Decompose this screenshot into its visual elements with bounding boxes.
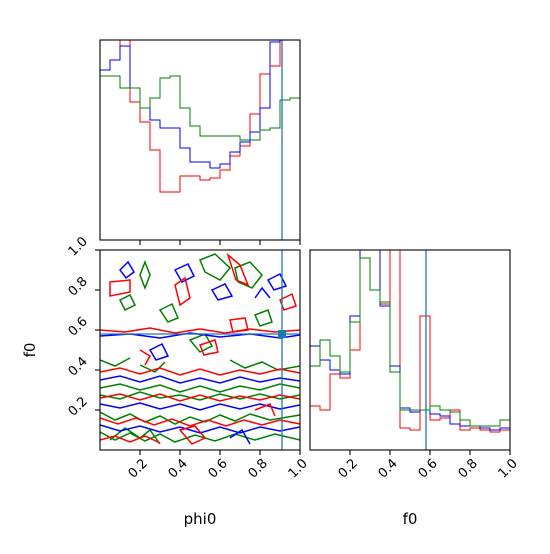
histogram-series-green <box>100 75 300 141</box>
histogram-series-blue <box>310 249 510 431</box>
x-tick-label: 0.8 <box>246 456 271 481</box>
y-tick-label: 0.4 <box>66 354 91 379</box>
f0-histogram-panel: 0.2 0.4 0.6 0.8 1.0 f0 <box>309 249 521 528</box>
phi0-histogram-panel <box>99 39 301 245</box>
x-tick-label: 0.6 <box>416 456 441 481</box>
x-tick-label: 1.0 <box>496 456 521 481</box>
y-axis-label: f0 <box>21 343 39 358</box>
y-tick-label: 0.2 <box>66 394 91 419</box>
f0-x-ticks: 0.2 0.4 0.6 0.8 1.0 <box>336 450 521 481</box>
y-tick-label: 1.0 <box>66 234 91 259</box>
joint-contour-frame <box>99 249 301 451</box>
f0-histogram-frame <box>309 249 511 451</box>
x-tick-label: 0.2 <box>336 456 361 481</box>
contour-series-red <box>100 252 300 445</box>
histogram-series-blue <box>100 39 300 169</box>
x-axis-label: phi0 <box>184 510 217 528</box>
x-tick-label: 0.8 <box>456 456 481 481</box>
x-tick-label: 0.6 <box>206 456 231 481</box>
phi0-histogram-ticks <box>139 240 301 245</box>
joint-y-ticks: 0.2 0.4 0.6 0.8 1.0 <box>66 234 100 419</box>
y-tick-label: 0.6 <box>66 314 91 339</box>
histogram-series-red <box>310 249 510 433</box>
phi0-histogram-frame <box>99 39 301 241</box>
phi0-histogram-series <box>100 39 300 193</box>
histogram-series-red <box>100 39 300 193</box>
x-tick-label: 1.0 <box>286 456 311 481</box>
joint-truth-point <box>278 330 286 338</box>
histogram-series-green <box>310 257 510 427</box>
joint-x-ticks: 0.2 0.4 0.6 0.8 1.0 <box>126 450 311 481</box>
f0-histogram-series <box>310 249 510 433</box>
x-tick-label: 0.4 <box>376 456 401 481</box>
joint-contour-panel: 0.2 0.4 0.6 0.8 1.0 0.2 0.4 0.6 0.8 1.0 … <box>21 234 311 528</box>
contour-lines <box>100 252 300 445</box>
x-tick-label: 0.4 <box>166 456 191 481</box>
f0-axis-label: f0 <box>403 510 418 528</box>
x-tick-label: 0.2 <box>126 456 151 481</box>
y-tick-label: 0.8 <box>66 274 91 299</box>
